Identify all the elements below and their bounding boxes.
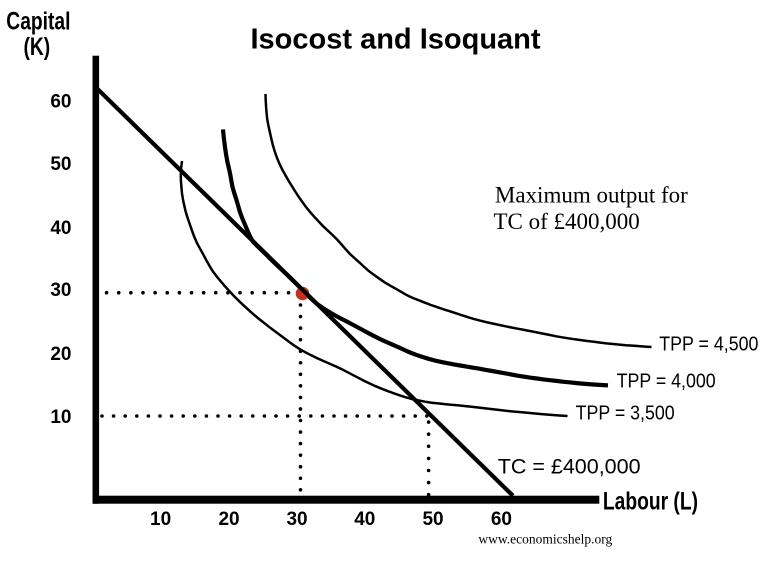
svg-text:www.economicshelp.org: www.economicshelp.org — [478, 531, 612, 546]
svg-text:60: 60 — [50, 91, 71, 112]
svg-text:40: 40 — [354, 509, 375, 530]
svg-text:10: 10 — [150, 509, 171, 530]
svg-text:TPP = 4,500: TPP = 4,500 — [659, 333, 758, 355]
svg-text:TC of £400,000: TC of £400,000 — [494, 209, 640, 234]
svg-text:20: 20 — [218, 509, 239, 530]
svg-text:50: 50 — [422, 509, 443, 530]
svg-text:10: 10 — [50, 407, 71, 428]
svg-text:TC = £400,000: TC = £400,000 — [498, 455, 641, 479]
svg-text:30: 30 — [286, 509, 307, 530]
svg-text:60: 60 — [491, 509, 512, 530]
svg-text:30: 30 — [50, 280, 71, 301]
svg-text:Isocost and Isoquant: Isocost and Isoquant — [251, 23, 541, 55]
svg-text:TPP = 3,500: TPP = 3,500 — [576, 403, 675, 425]
svg-text:50: 50 — [50, 154, 71, 175]
svg-text:Capital: Capital — [6, 7, 70, 35]
svg-text:Labour (L): Labour (L) — [603, 487, 698, 515]
svg-text:40: 40 — [50, 218, 71, 239]
svg-text:20: 20 — [50, 344, 71, 365]
svg-text:Maximum output for: Maximum output for — [495, 183, 688, 208]
svg-text:TPP = 4,000: TPP = 4,000 — [617, 371, 716, 393]
svg-text:(K): (K) — [24, 33, 51, 61]
